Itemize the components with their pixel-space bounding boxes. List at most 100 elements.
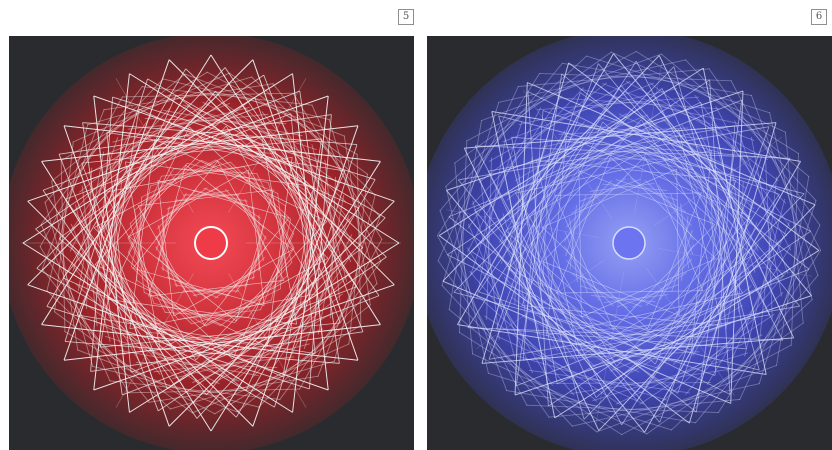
blue-ring-accent-lines xyxy=(670,193,694,255)
blue-core-star-lines xyxy=(515,192,617,367)
blue-outer-star-lines xyxy=(464,122,777,149)
red-ring-accent-lines xyxy=(53,311,193,414)
blue-ring-accent-lines xyxy=(731,163,749,293)
red-radial-lines xyxy=(115,78,194,213)
red-ring-accent-lines xyxy=(191,299,272,325)
blue-ring-accent-lines xyxy=(602,183,667,191)
red-ring-accent-lines xyxy=(130,185,152,267)
red-ring-accent-lines xyxy=(70,223,126,356)
red-inner-star-lines xyxy=(130,286,357,373)
blue-ring-accent-lines xyxy=(580,285,643,307)
blue-ring-accent-lines xyxy=(603,294,669,304)
red-ring-accent-lines xyxy=(75,283,180,381)
blue-ring-accent-lines xyxy=(685,268,790,395)
blue-ring-accent-lines xyxy=(531,241,581,328)
red-line-pattern xyxy=(21,54,401,432)
blue-ring-accent-lines xyxy=(671,229,693,292)
blue-outer-star-lines xyxy=(438,67,704,236)
blue-ring-accent-lines xyxy=(454,51,612,164)
red-ring-accent-lines xyxy=(243,267,320,350)
blue-outer-star-lines xyxy=(702,68,767,375)
red-radial-lines xyxy=(228,78,307,213)
blue-radial-lines xyxy=(634,59,663,214)
red-ring-accent-lines xyxy=(235,134,318,211)
red-mid-star-lines xyxy=(65,340,340,364)
blue-ring-accent-lines xyxy=(639,313,775,405)
blue-ring-accent-lines xyxy=(565,151,662,170)
blue-center-star-lines xyxy=(555,192,702,196)
red-mid-star-lines xyxy=(42,189,198,419)
blue-inner-star-lines xyxy=(522,110,544,361)
red-ring-accent-lines xyxy=(141,86,313,106)
blue-radial-lines xyxy=(595,272,624,427)
red-ring-accent-lines xyxy=(41,268,150,403)
red-ring-accent-lines xyxy=(259,250,323,343)
red-ring-accent-lines xyxy=(270,219,292,301)
blue-ring-accent-lines xyxy=(437,85,519,262)
red-mid-star-lines xyxy=(308,114,332,389)
red-mid-star-lines xyxy=(64,78,148,342)
red-ring-accent-lines xyxy=(46,124,89,292)
blue-core-star-lines xyxy=(507,269,692,351)
red-ring-accent-lines xyxy=(112,106,250,143)
blue-ring-accent-lines xyxy=(591,295,656,303)
blue-ring-accent-lines xyxy=(439,210,508,392)
blue-ring-accent-lines xyxy=(501,121,586,222)
red-ring-accent-lines xyxy=(103,83,274,111)
blue-core-star-lines xyxy=(602,121,753,256)
red-ring-accent-lines xyxy=(261,111,351,223)
blue-ring-accent-lines xyxy=(694,274,819,424)
red-inner-star-lines xyxy=(290,113,316,354)
red-spirograph-panel xyxy=(9,36,414,450)
red-core-star-lines xyxy=(189,126,329,259)
red-ring-accent-lines xyxy=(303,214,350,349)
red-inner-star-lines xyxy=(175,94,364,248)
red-core-star-lines xyxy=(154,139,328,222)
red-ring-accent-lines xyxy=(153,356,295,373)
red-ring-accent-lines xyxy=(135,361,278,368)
red-mid-star-lines xyxy=(35,228,237,418)
blue-mid-star-lines xyxy=(597,63,801,307)
red-ring-accent-lines xyxy=(119,306,222,354)
blue-ring-accent-lines xyxy=(439,62,564,212)
blue-ring-accent-lines xyxy=(480,53,662,122)
red-ring-accent-lines xyxy=(279,205,286,290)
red-ring-accent-lines xyxy=(69,124,135,252)
blue-inner-star-lines xyxy=(523,314,770,361)
red-ring-accent-lines xyxy=(270,254,352,372)
blue-core-star-lines xyxy=(507,119,642,270)
blue-ring-accent-lines xyxy=(499,130,566,243)
red-ring-accent-lines xyxy=(128,388,301,394)
red-center-star-lines xyxy=(185,164,293,250)
blue-ring-accent-lines xyxy=(676,243,727,328)
blue-ring-accent-lines xyxy=(759,176,778,339)
red-ring-accent-lines xyxy=(157,256,198,297)
blue-ring-accent-lines xyxy=(441,284,573,427)
blue-mid-star-lines xyxy=(488,305,800,360)
blue-ring-accent-lines xyxy=(615,146,707,185)
blue-ring-accent-lines xyxy=(551,346,681,363)
blue-mid-star-lines xyxy=(458,126,770,181)
blue-mid-star-lines xyxy=(457,179,661,423)
blue-ring-accent-lines xyxy=(631,304,743,373)
blue-ring-accent-lines xyxy=(577,123,707,140)
blue-ring-accent-lines xyxy=(685,164,726,254)
red-ring-accent-lines xyxy=(105,335,240,382)
red-ring-accent-lines xyxy=(158,224,170,280)
red-ring-accent-lines xyxy=(162,78,330,121)
blue-ring-accent-lines xyxy=(646,322,804,435)
red-ring-accent-lines xyxy=(155,192,187,240)
red-ring-accent-lines xyxy=(311,104,382,263)
red-ring-accent-lines xyxy=(164,311,249,318)
red-ring-accent-lines xyxy=(81,185,98,327)
blue-ring-accent-lines xyxy=(448,308,598,433)
blue-ring-accent-lines xyxy=(692,243,759,356)
red-core-star-lines xyxy=(225,125,318,294)
red-ring-accent-lines xyxy=(244,198,267,251)
red-ring-accent-lines xyxy=(150,161,231,187)
red-ring-accent-lines xyxy=(77,349,238,413)
blue-core-star-lines xyxy=(616,216,751,367)
blue-ring-accent-lines xyxy=(610,51,787,133)
red-radial-lines xyxy=(115,273,194,408)
blue-ring-accent-lines xyxy=(587,321,685,332)
